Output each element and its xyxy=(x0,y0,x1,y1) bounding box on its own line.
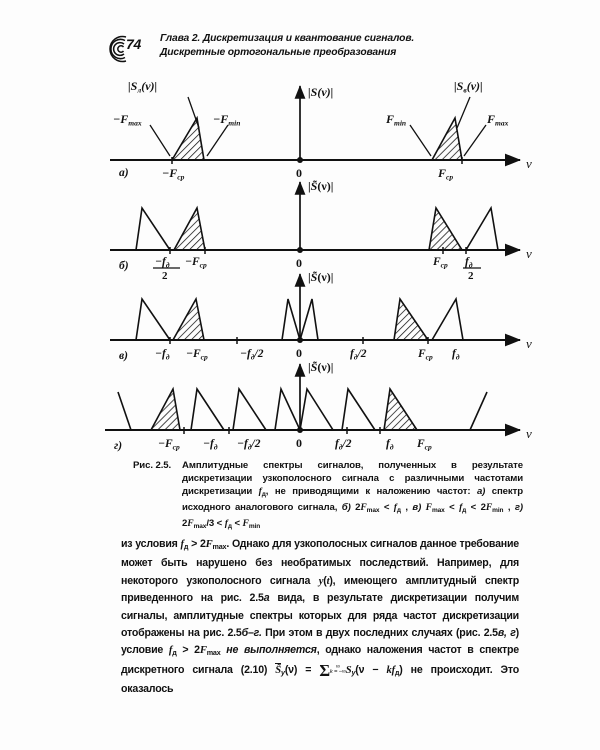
figure-2-5: |Sл(ν)| |S(ν)| |Sв(ν)| −Fmax −Fmin Fmin xyxy=(0,78,600,458)
panel-v-lobe-5 xyxy=(393,296,430,341)
panel-a-label-neg-fmax: −Fmax xyxy=(113,112,142,128)
panel-g-letter: г) xyxy=(114,440,122,452)
panel-a-letter: а) xyxy=(119,167,129,179)
panel-a-leader-pos-fmin xyxy=(409,124,432,157)
panel-a-ordinate-label: |S(ν)| xyxy=(308,85,333,99)
panel-v-tick-label-fsr: Fср xyxy=(417,348,433,361)
panel-v xyxy=(110,273,521,347)
panel-a-leader-neg-fmax xyxy=(149,124,171,157)
panel-v-tick-label-neg-fd: −fд xyxy=(155,348,170,361)
chapter-swirl-icon xyxy=(109,35,127,63)
panel-v-tick-label-fd-over-2: fд/2 xyxy=(350,348,367,361)
panel-a-label-neg-fmin: −Fmin xyxy=(213,112,240,128)
panel-a-leader-neg-fmin xyxy=(206,124,229,157)
panel-b-tick-label-neg-fd-over-2-den: 2 xyxy=(162,270,168,282)
running-title: Глава 2. Дискретизация и квантование сиг… xyxy=(160,32,520,59)
panel-g xyxy=(105,363,521,437)
panel-g-axis-symbol: ν xyxy=(526,426,532,441)
panel-v-lobe-1 xyxy=(135,296,172,341)
panel-b-origin-dot xyxy=(297,247,303,253)
panel-v-lobe-3 xyxy=(281,298,302,341)
panel-g-tick-label-neg-fd-over-2: −fд/2 xyxy=(237,438,261,451)
panel-a-leader-pos-fmax xyxy=(463,124,487,157)
panel-a-tick-label-neg-fsr: −Fср xyxy=(162,166,185,182)
panel-b-tick-label-fd-over-2-num: fд xyxy=(465,256,473,269)
panel-a-label-pos-fmax: Fmax xyxy=(486,112,509,128)
panel-a-origin-dot xyxy=(297,157,303,163)
panel-g-lobe-2 xyxy=(190,386,226,431)
panel-a-tick-label-fsr: Fср xyxy=(437,166,453,182)
panel-a-left-spectrum-label: |Sл(ν)| xyxy=(128,79,157,95)
panel-g-lobe-0-edge xyxy=(117,391,132,431)
panel-g-lobe-3 xyxy=(232,386,268,431)
panel-g-tick-label-fd-over-2: fд/2 xyxy=(335,438,352,451)
panel-g-lobe-7 xyxy=(383,386,419,431)
panel-v-lobe-6 xyxy=(430,296,464,341)
panel-v-letter: в) xyxy=(119,350,128,362)
panel-b-ordinate-label: |S̃(ν)| xyxy=(308,179,333,193)
panel-b-tick-label-neg-fd-over-2-num: −fд xyxy=(155,256,170,269)
panel-v-lobe-4 xyxy=(298,298,319,341)
panel-g-lobe-4 xyxy=(274,386,302,431)
panel-v-tick-label-neg-fsr: −Fср xyxy=(186,348,208,361)
panel-v-axis-symbol: ν xyxy=(526,336,532,351)
panel-g-lobe-1 xyxy=(149,386,181,431)
panel-b xyxy=(110,181,521,257)
panel-b-tick-label-zero: 0 xyxy=(296,256,302,270)
figure-caption-label: Рис. 2.5. xyxy=(133,460,172,471)
panel-a-leader-right-spectrum xyxy=(456,96,471,129)
panel-b-lobe-1 xyxy=(135,205,172,251)
panel-b-tick-label-fd-over-2-den: 2 xyxy=(468,270,474,282)
panel-a-right-spectrum-label: |Sв(ν)| xyxy=(454,79,483,95)
panel-a xyxy=(110,85,521,167)
panel-a-leader-left-spectrum xyxy=(187,96,200,129)
panel-b-lobe-3 xyxy=(428,205,464,251)
panel-v-tick-label-fd: fд xyxy=(452,348,460,361)
panel-a-label-pos-fmin: Fmin xyxy=(385,112,406,128)
panel-g-tick-label-fd: fд xyxy=(386,438,394,451)
body-paragraph: из условия fд > 2Fmax. Однако для узкопо… xyxy=(121,538,519,696)
figure-2-5-svg: |Sл(ν)| |S(ν)| |Sв(ν)| −Fmax −Fmin Fmin xyxy=(105,79,532,452)
running-title-line-1: Глава 2. Дискретизация и квантование сиг… xyxy=(160,33,415,44)
panel-b-axis-symbol: ν xyxy=(526,246,532,261)
panel-g-lobe-5 xyxy=(299,386,335,431)
panel-b-lobe-2 xyxy=(172,205,206,251)
figure-caption: Рис. 2.5. Амплитудные спектры сигналов, … xyxy=(133,459,523,533)
panel-g-ordinate-label: |S̃(ν)| xyxy=(308,360,333,374)
panel-b-tick-label-neg-fsr: −Fср xyxy=(185,256,207,269)
panel-g-lobe-8-edge xyxy=(469,391,488,431)
running-title-line-2: Дискретные ортогональные преобразования xyxy=(160,46,397,58)
page-header: 74 Глава 2. Дискретизация и квантование … xyxy=(0,30,600,74)
figure-caption-body: Амплитудные спектры сигналов, полученных… xyxy=(182,460,523,530)
panel-b-letter: б) xyxy=(119,260,129,272)
panel-b-lobe-4 xyxy=(464,205,499,251)
panel-a-left-lobe xyxy=(170,115,205,161)
panel-b-tick-label-fsr: Fср xyxy=(432,256,448,269)
panel-a-right-lobe xyxy=(430,115,463,161)
panel-v-tick-label-zero: 0 xyxy=(296,346,302,360)
panel-a-axis-symbol: ν xyxy=(526,156,532,171)
panel-a-tick-label-zero: 0 xyxy=(296,166,302,180)
panel-g-tick-label-neg-fsr: −Fср xyxy=(158,438,180,451)
panel-g-tick-label-fsr: Fср xyxy=(416,438,432,451)
panel-v-ordinate-label: |S̃(ν)| xyxy=(308,270,333,284)
panel-g-tick-label-neg-fd: −fд xyxy=(203,438,218,451)
panel-g-tick-label-zero: 0 xyxy=(296,436,302,450)
panel-v-lobe-2 xyxy=(171,296,205,341)
page-number: 74 xyxy=(126,36,141,52)
panel-v-tick-label-neg-fd-over-2: −fд/2 xyxy=(240,348,264,361)
panel-g-lobe-6 xyxy=(341,386,377,431)
